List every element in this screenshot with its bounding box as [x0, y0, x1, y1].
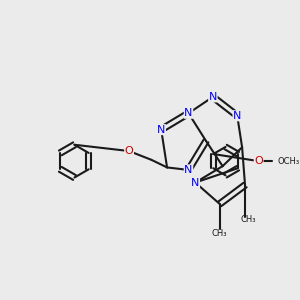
- Text: N: N: [191, 178, 200, 188]
- Text: CH₃: CH₃: [240, 215, 256, 224]
- Text: OCH₃: OCH₃: [278, 157, 300, 166]
- Text: O: O: [254, 156, 263, 166]
- Text: N: N: [157, 124, 165, 135]
- Text: N: N: [184, 165, 193, 175]
- Text: N: N: [184, 108, 193, 118]
- Text: N: N: [233, 111, 242, 121]
- Text: CH₃: CH₃: [212, 229, 227, 238]
- Text: O: O: [125, 146, 134, 156]
- Text: N: N: [209, 92, 217, 102]
